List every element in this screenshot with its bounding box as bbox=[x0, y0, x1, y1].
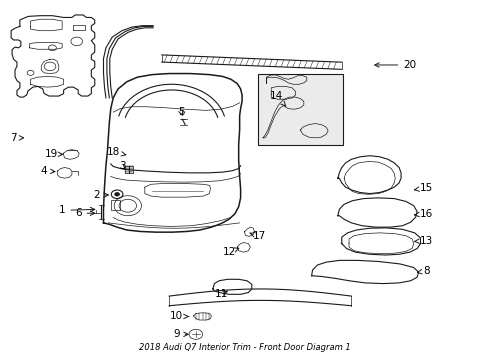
Text: 8: 8 bbox=[417, 266, 429, 276]
Text: 13: 13 bbox=[414, 236, 432, 246]
Text: 18: 18 bbox=[106, 147, 125, 157]
Text: 7: 7 bbox=[10, 133, 23, 143]
Text: 10: 10 bbox=[169, 311, 188, 321]
Circle shape bbox=[115, 193, 119, 196]
Text: 12: 12 bbox=[222, 247, 238, 257]
Text: 5: 5 bbox=[178, 107, 184, 117]
Text: 2018 Audi Q7 Interior Trim - Front Door Diagram 1: 2018 Audi Q7 Interior Trim - Front Door … bbox=[138, 343, 350, 352]
Bar bbox=[258, 73, 343, 145]
Text: 19: 19 bbox=[45, 149, 62, 159]
Text: 20: 20 bbox=[374, 60, 415, 70]
Text: 15: 15 bbox=[414, 183, 432, 193]
Text: 9: 9 bbox=[173, 329, 188, 339]
Text: 3: 3 bbox=[119, 161, 125, 171]
Text: 4: 4 bbox=[41, 166, 55, 176]
Text: 6: 6 bbox=[75, 208, 95, 218]
Text: 14: 14 bbox=[269, 91, 285, 106]
Text: 2: 2 bbox=[93, 190, 108, 200]
Text: 11: 11 bbox=[215, 289, 228, 298]
Bar bbox=[111, 200, 119, 210]
Text: 17: 17 bbox=[249, 231, 265, 242]
Text: 16: 16 bbox=[414, 209, 432, 219]
Text: 1: 1 bbox=[59, 205, 95, 215]
